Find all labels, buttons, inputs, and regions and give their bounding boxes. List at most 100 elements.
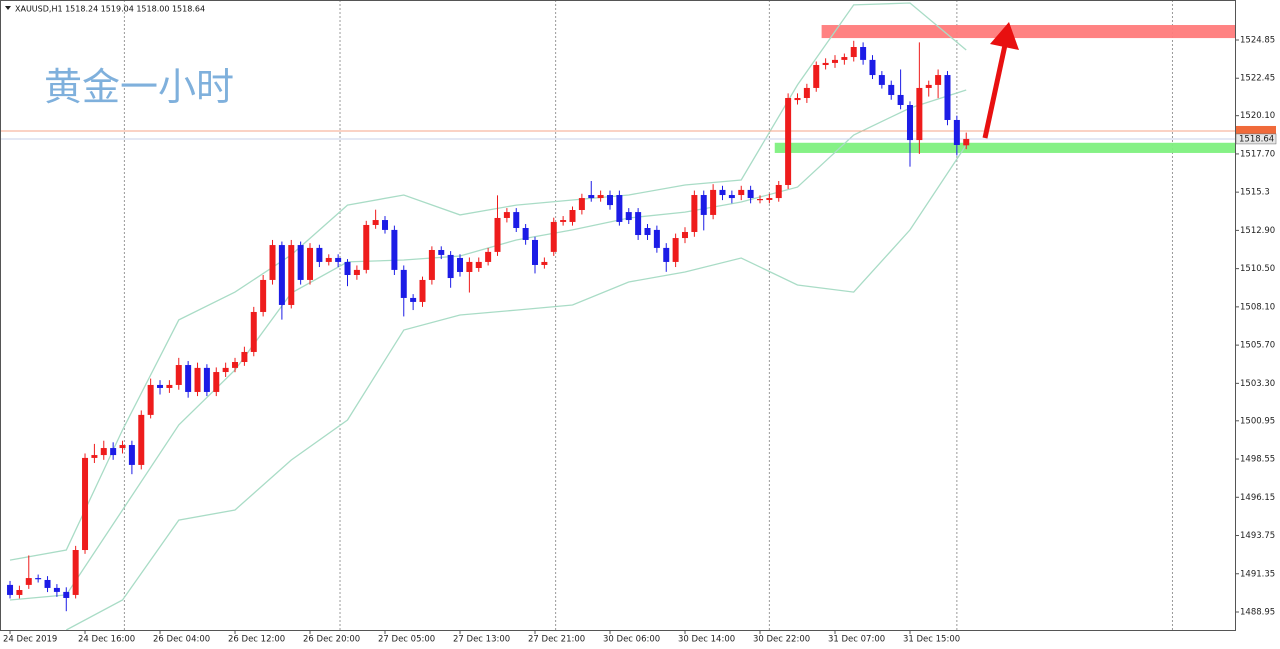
candle-body [625,212,632,221]
candle-body [250,311,257,352]
candle-body [128,445,135,465]
candle-body [72,550,79,595]
candle-body [344,261,351,276]
candle-body [747,189,754,199]
candle-body [550,221,557,252]
candle-body [166,384,173,388]
candle-body [663,247,670,262]
candle-body [916,87,923,141]
y-tick-label: 1496.15 [1240,493,1275,503]
candle-body [53,587,60,592]
candle-body [16,590,23,595]
candle-body [485,251,492,262]
candle-body [860,47,867,60]
candle-body [944,75,951,120]
candle-body [653,229,660,248]
candle-body [738,189,745,196]
candle-body [635,212,642,236]
x-tick-label: 30 Dec 14:00 [678,635,735,645]
candle-body [700,195,707,215]
candle-body [119,445,126,449]
y-tick-label: 1524.85 [1240,35,1275,45]
candle-body [147,384,154,415]
candle-body [681,231,688,239]
candle-body [372,220,379,225]
y-tick-label: 1491.35 [1240,569,1275,579]
candle-body [644,228,651,236]
x-tick-label: 27 Dec 21:00 [528,635,585,645]
candle-body [428,249,435,280]
y-tick-label: 1498.55 [1240,455,1275,465]
candle-body [719,189,726,196]
y-tick-label: 1493.75 [1240,531,1275,541]
candle-body [316,247,323,262]
price-zone [821,25,1235,39]
candle-body [560,220,567,222]
candle-body [391,229,398,270]
candle-body [597,195,604,199]
candle-body [522,228,529,240]
arrow-head [990,22,1019,50]
candle-body [925,84,932,88]
candle-body [813,65,820,88]
candle-body [532,239,539,265]
candle-body [466,261,473,272]
candle-body [672,238,679,262]
y-tick-label: 1488.95 [1240,607,1275,617]
x-tick-label: 30 Dec 22:00 [753,635,810,645]
candle-body [794,97,801,101]
candle-body [410,297,417,302]
candle-body [7,584,14,595]
candle-body [953,119,960,145]
candle-body [878,75,885,85]
x-tick-label: 26 Dec 12:00 [228,635,285,645]
candle-body [278,245,285,305]
plot-border [0,0,1236,631]
x-tick-label: 31 Dec 15:00 [903,635,960,645]
candle-body [241,351,248,363]
candle-body [82,457,89,551]
candle-body [841,57,848,60]
plot-area [0,0,1235,630]
candle-body [785,97,792,185]
y-tick-label: 1520.10 [1240,111,1275,121]
candle-body [400,269,407,298]
x-tick-label: 24 Dec 16:00 [78,635,135,645]
candle-body [222,367,229,373]
candle-body [307,247,314,280]
candle-body [710,189,717,215]
candle-body [691,195,698,232]
y-tick-label: 1522.45 [1240,74,1275,84]
candle-body [269,245,276,280]
candle-body [100,448,107,456]
candle-body [756,199,763,201]
y-tick-label: 1508.10 [1240,302,1275,312]
candle-body [297,245,304,280]
ask-price-box [1236,125,1276,135]
candle-body [63,591,70,598]
y-tick-label: 1505.70 [1240,341,1275,351]
candle-body [607,195,614,206]
candle-body [203,367,210,392]
candle-body [213,372,220,392]
candle-body [588,195,595,199]
candle-body [438,249,445,255]
candle-body [475,261,482,268]
candle-body [935,75,942,85]
candle-body [803,87,810,98]
candle-body [419,279,426,302]
last-price-label: 1518.64 [1239,134,1274,144]
bollinger-band [9,2,967,561]
candle-body [91,455,98,458]
price-zone [774,142,1235,153]
candle-body [194,367,201,392]
candle-body [513,212,520,229]
candle-body [728,195,735,199]
candle-body [888,84,895,95]
candle-body [157,384,164,388]
x-tick-label: 26 Dec 04:00 [153,635,210,645]
x-tick-label: 27 Dec 13:00 [453,635,510,645]
